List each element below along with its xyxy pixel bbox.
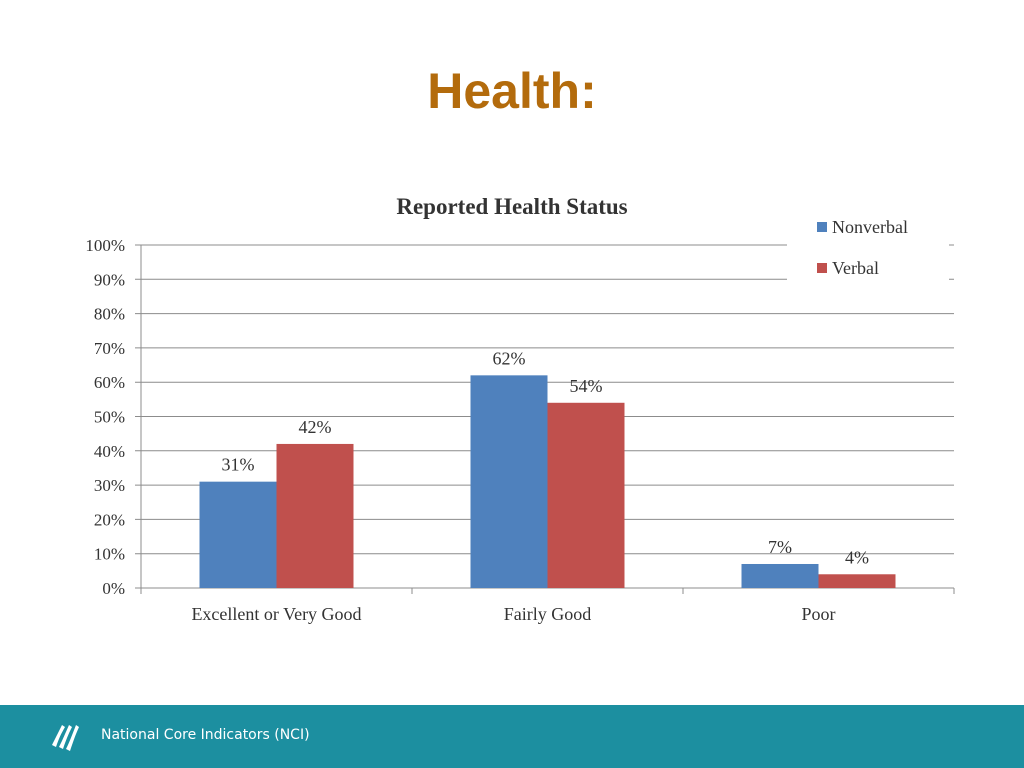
bar-chart: Reported Health Status 0% 10% 20% 30% 40% 50%… <box>85 194 955 624</box>
bar <box>547 402 625 588</box>
chart-title: Reported Health Status <box>396 194 627 219</box>
data-label: 7% <box>768 537 792 557</box>
bar <box>818 574 896 588</box>
x-tick-label: Poor <box>801 604 835 624</box>
y-tick-label: 100% <box>85 236 125 255</box>
y-tick-label: 20% <box>94 510 125 529</box>
bar <box>199 481 277 588</box>
nci-logo-icon <box>52 725 79 751</box>
y-tick-label: 0% <box>102 579 125 598</box>
bar <box>741 563 819 588</box>
data-label: 4% <box>845 547 869 567</box>
footer-bar: National Core Indicators (NCI) <box>0 705 1024 768</box>
y-tick-label: 80% <box>94 305 125 324</box>
y-tick-label: 50% <box>94 408 125 427</box>
y-tick-label: 70% <box>94 339 125 358</box>
legend-swatch <box>817 222 827 232</box>
data-label: 54% <box>570 376 603 396</box>
data-label: 31% <box>222 455 255 475</box>
x-tick-label: Excellent or Very Good <box>191 604 361 624</box>
y-tick-label: 30% <box>94 476 125 495</box>
data-label: 62% <box>493 348 526 368</box>
y-tick-label: 60% <box>94 373 125 392</box>
y-tick-label: 10% <box>94 545 125 564</box>
y-tick-label: 90% <box>94 270 125 289</box>
footer-org-name: National Core Indicators (NCI) <box>101 727 310 743</box>
data-label: 42% <box>299 417 332 437</box>
legend-label: Nonverbal <box>832 217 908 237</box>
x-tick-label: Fairly Good <box>504 604 592 624</box>
legend-swatch <box>817 263 827 273</box>
bar <box>276 443 354 588</box>
bar <box>470 375 548 588</box>
legend-box <box>787 214 949 290</box>
slide-title: Health: <box>427 63 597 119</box>
y-tick-label: 40% <box>94 442 125 461</box>
legend-label: Verbal <box>832 258 879 278</box>
